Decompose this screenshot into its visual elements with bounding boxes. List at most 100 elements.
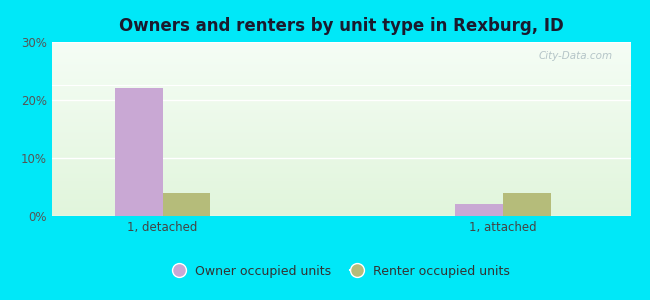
Bar [52, 97, 630, 98]
Bar [52, 79, 630, 80]
Bar [52, 134, 630, 135]
Bar [52, 135, 630, 136]
Bar [52, 144, 630, 145]
Bar [52, 94, 630, 95]
Bar [52, 50, 630, 51]
Bar [52, 85, 630, 86]
Bar [52, 58, 630, 59]
Bar [52, 103, 630, 104]
Bar [52, 72, 630, 73]
Bar [52, 109, 630, 110]
Bar [52, 78, 630, 79]
Bar [52, 141, 630, 142]
Bar [52, 47, 630, 48]
Bar [52, 67, 630, 68]
Bar [52, 101, 630, 102]
Bar [52, 143, 630, 144]
Bar [52, 81, 630, 82]
Bar [52, 183, 630, 184]
Bar [52, 169, 630, 170]
Bar [52, 151, 630, 152]
Bar [52, 161, 630, 162]
Bar [52, 189, 630, 190]
Bar [52, 168, 630, 169]
Bar [52, 82, 630, 83]
Bar [52, 65, 630, 66]
Bar [52, 102, 630, 103]
Bar [52, 49, 630, 50]
Bar [52, 62, 630, 63]
Bar [52, 172, 630, 173]
Bar [52, 56, 630, 57]
Bar [52, 175, 630, 176]
Bar [52, 139, 630, 140]
Bar [52, 193, 630, 194]
Bar [52, 140, 630, 141]
Bar [52, 57, 630, 58]
Bar [52, 64, 630, 65]
Bar [52, 194, 630, 195]
Bar [52, 111, 630, 112]
Bar [52, 158, 630, 159]
Bar [52, 108, 630, 109]
Bar [52, 125, 630, 126]
Bar [52, 154, 630, 155]
Bar [52, 186, 630, 187]
Bar [52, 191, 630, 192]
Bar [52, 215, 630, 216]
Title: Owners and renters by unit type in Rexburg, ID: Owners and renters by unit type in Rexbu… [119, 17, 564, 35]
Bar [52, 117, 630, 118]
Bar [52, 138, 630, 139]
Bar [52, 74, 630, 75]
Bar [52, 181, 630, 182]
Bar [52, 164, 630, 165]
Bar [52, 106, 630, 107]
Bar [52, 152, 630, 153]
Bar [52, 184, 630, 185]
Bar [52, 124, 630, 125]
Bar [52, 42, 630, 43]
Bar [52, 214, 630, 215]
Bar [52, 176, 630, 177]
Bar [52, 122, 630, 123]
Bar [52, 136, 630, 137]
Bar [52, 120, 630, 121]
Bar [52, 132, 630, 133]
Bar [52, 208, 630, 209]
Bar [52, 160, 630, 161]
Bar [52, 171, 630, 172]
Bar [52, 163, 630, 164]
Bar [52, 89, 630, 90]
Bar [115, 88, 162, 216]
Bar [52, 174, 630, 175]
Bar [52, 165, 630, 166]
Bar [52, 92, 630, 93]
Bar [52, 60, 630, 61]
Bar [52, 43, 630, 44]
Bar [52, 61, 630, 62]
Bar [52, 90, 630, 91]
Bar [52, 185, 630, 186]
Bar [52, 200, 630, 201]
Bar [52, 170, 630, 171]
Bar [52, 204, 630, 205]
Bar [52, 156, 630, 157]
Bar [52, 213, 630, 214]
Bar [455, 204, 503, 216]
Bar [52, 70, 630, 71]
Bar [52, 198, 630, 199]
Bar [52, 180, 630, 181]
Bar [52, 188, 630, 189]
Bar [52, 71, 630, 72]
Bar [52, 48, 630, 49]
Bar [52, 100, 630, 101]
Bar [52, 59, 630, 60]
Bar [52, 118, 630, 119]
Bar [52, 121, 630, 122]
Bar [52, 63, 630, 64]
Bar [52, 104, 630, 105]
Bar [503, 193, 551, 216]
Bar [52, 110, 630, 111]
Bar [52, 119, 630, 120]
Bar [52, 128, 630, 129]
